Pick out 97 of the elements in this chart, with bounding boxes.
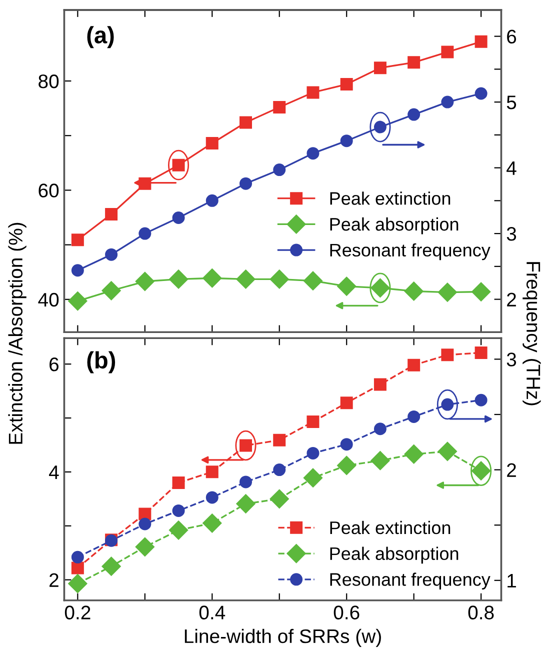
point bbox=[404, 444, 424, 464]
point bbox=[441, 96, 454, 108]
point bbox=[102, 556, 121, 576]
point bbox=[206, 194, 218, 207]
y-axis-title: Extinction /Absorption (%) bbox=[8, 222, 26, 444]
point bbox=[68, 292, 88, 311]
y-tick-label: 40 bbox=[38, 292, 59, 307]
point bbox=[474, 346, 488, 359]
point bbox=[438, 282, 457, 302]
legend-label: Peak extinction bbox=[330, 192, 450, 205]
point bbox=[474, 87, 488, 100]
y-tick-label: 6 bbox=[50, 358, 59, 372]
point bbox=[71, 234, 84, 246]
legend-label: Peak extinction bbox=[330, 520, 450, 534]
x-axis-title: Line-width of SRRs (w) bbox=[184, 628, 381, 647]
y2-tick-label: 3 bbox=[506, 352, 516, 366]
text: (b) bbox=[87, 351, 116, 374]
y2-tick-label: 2 bbox=[507, 463, 516, 477]
point bbox=[306, 416, 320, 428]
point bbox=[474, 35, 488, 48]
x-tick-label: 0.8 bbox=[468, 606, 494, 620]
point bbox=[474, 394, 488, 406]
point bbox=[340, 78, 353, 91]
point bbox=[404, 282, 424, 301]
point bbox=[71, 264, 84, 277]
point bbox=[71, 562, 84, 574]
point bbox=[441, 46, 454, 58]
y2-tick-label: 3 bbox=[506, 227, 516, 241]
point bbox=[374, 378, 386, 391]
point bbox=[206, 466, 218, 478]
legend-label: Resonant frequency bbox=[330, 243, 490, 260]
point bbox=[306, 446, 320, 460]
x-tick-label: 0.2 bbox=[64, 606, 90, 620]
point bbox=[168, 270, 188, 289]
point bbox=[240, 476, 252, 488]
y2-tick-label: 6 bbox=[507, 30, 516, 44]
point bbox=[408, 358, 420, 372]
x-tick-label: 0.4 bbox=[199, 606, 226, 620]
point bbox=[273, 434, 286, 446]
point bbox=[172, 212, 185, 224]
point bbox=[370, 451, 390, 470]
point bbox=[340, 134, 353, 148]
point bbox=[441, 348, 454, 362]
point bbox=[71, 550, 84, 564]
legend-label: Peak absorption bbox=[330, 546, 458, 564]
point bbox=[273, 100, 286, 114]
point bbox=[172, 504, 185, 517]
text: (a) bbox=[87, 26, 114, 48]
y-tick-label: 4 bbox=[49, 466, 59, 479]
point bbox=[236, 270, 256, 289]
point bbox=[408, 108, 420, 121]
y2-axis-title: Frequency (THz) bbox=[522, 262, 541, 406]
y-tick-label: 80 bbox=[38, 74, 59, 88]
point bbox=[306, 147, 320, 160]
point bbox=[273, 464, 286, 476]
y2-tick-label: 5 bbox=[506, 96, 516, 110]
point bbox=[337, 276, 356, 296]
point bbox=[105, 248, 118, 261]
x-tick-label: 0.6 bbox=[334, 606, 360, 620]
point bbox=[273, 164, 286, 176]
point bbox=[306, 86, 320, 99]
point bbox=[105, 208, 118, 220]
point bbox=[374, 422, 386, 436]
y2-tick-label: 1 bbox=[508, 574, 516, 588]
y-tick-label: 2 bbox=[50, 573, 58, 587]
y2-tick-label: 2 bbox=[507, 292, 516, 306]
point bbox=[340, 438, 353, 451]
point bbox=[236, 494, 256, 514]
point bbox=[135, 537, 154, 556]
legend-label: Peak absorption bbox=[330, 217, 458, 234]
legend-label: Resonant frequency bbox=[330, 572, 490, 590]
point bbox=[202, 268, 222, 288]
point bbox=[303, 468, 323, 488]
point bbox=[172, 476, 185, 489]
point bbox=[168, 520, 188, 540]
point bbox=[438, 442, 457, 461]
point bbox=[270, 270, 289, 289]
point bbox=[303, 271, 323, 290]
point bbox=[337, 456, 356, 475]
point bbox=[135, 272, 154, 291]
point bbox=[374, 62, 386, 74]
y2-tick-label: 4 bbox=[506, 161, 516, 175]
point bbox=[408, 410, 420, 423]
point bbox=[202, 514, 222, 533]
point bbox=[240, 116, 252, 129]
point bbox=[138, 518, 152, 530]
point bbox=[270, 489, 289, 508]
point bbox=[206, 491, 218, 504]
point bbox=[472, 282, 491, 302]
y-tick-label: 60 bbox=[38, 184, 59, 198]
point bbox=[206, 136, 218, 150]
point bbox=[240, 177, 252, 190]
point bbox=[138, 227, 152, 240]
point bbox=[408, 56, 420, 69]
point bbox=[68, 574, 88, 594]
point bbox=[340, 396, 353, 410]
point bbox=[102, 281, 121, 300]
